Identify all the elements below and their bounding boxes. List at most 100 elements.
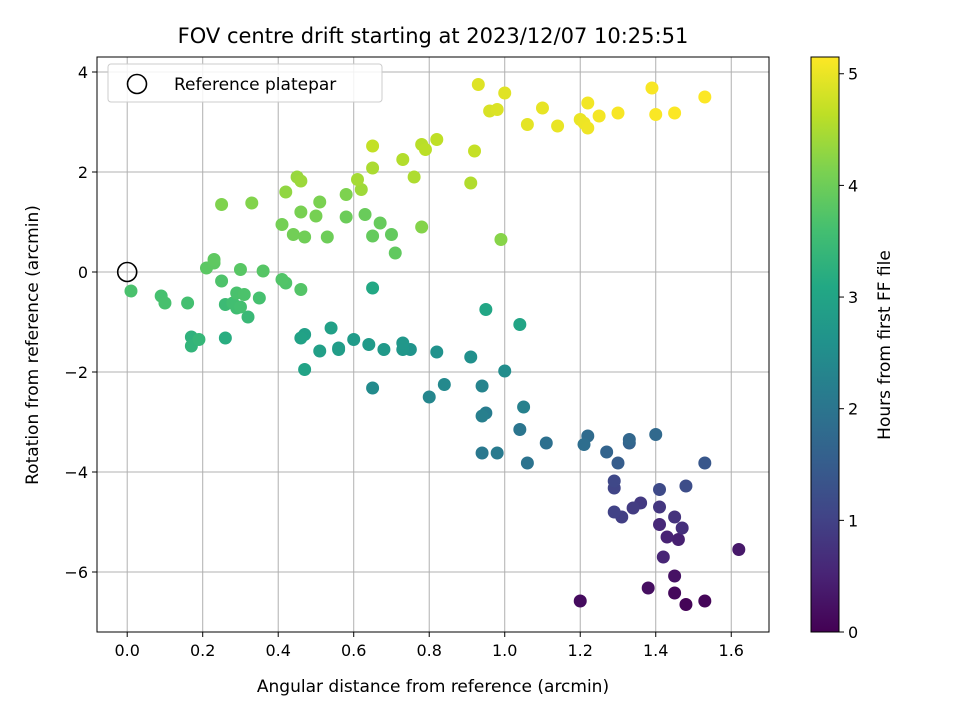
x-tick-label: 0.0 bbox=[114, 641, 139, 660]
data-point bbox=[656, 550, 670, 564]
x-axis-label: Angular distance from reference (arcmin) bbox=[257, 677, 609, 697]
legend: Reference platepar bbox=[107, 63, 383, 103]
data-point bbox=[241, 310, 255, 324]
data-point bbox=[415, 220, 429, 234]
x-tick-label: 0.8 bbox=[416, 641, 441, 660]
legend-box bbox=[107, 63, 383, 103]
data-point bbox=[513, 423, 527, 436]
data-point bbox=[535, 101, 549, 115]
data-point bbox=[418, 143, 432, 156]
data-point bbox=[611, 106, 625, 120]
y-tick-label: −4 bbox=[64, 463, 88, 482]
data-point bbox=[320, 230, 334, 244]
data-point bbox=[649, 428, 663, 441]
data-point bbox=[679, 479, 693, 493]
x-tick-label: 0.2 bbox=[190, 641, 215, 660]
data-point bbox=[279, 185, 293, 199]
data-point bbox=[384, 228, 398, 241]
colorbar-tick-label: 5 bbox=[848, 65, 858, 84]
data-point bbox=[313, 195, 327, 209]
data-point bbox=[362, 338, 376, 351]
data-point bbox=[366, 229, 380, 243]
data-point bbox=[675, 521, 689, 535]
data-point bbox=[581, 121, 595, 135]
data-point bbox=[464, 176, 478, 190]
data-point bbox=[215, 198, 229, 211]
data-point bbox=[471, 78, 485, 91]
y-tick-label: 2 bbox=[78, 163, 88, 182]
chart-title: FOV centre drift starting at 2023/12/07 … bbox=[178, 24, 689, 48]
data-point bbox=[668, 586, 682, 600]
data-point bbox=[430, 345, 444, 359]
data-point bbox=[551, 119, 565, 133]
data-point bbox=[600, 445, 614, 459]
data-point bbox=[520, 456, 534, 470]
data-point bbox=[679, 598, 693, 611]
data-point bbox=[358, 208, 372, 221]
data-point bbox=[517, 400, 531, 414]
data-point bbox=[233, 300, 247, 314]
data-point bbox=[698, 594, 712, 608]
data-point bbox=[294, 205, 308, 219]
data-point bbox=[237, 288, 251, 301]
data-point bbox=[252, 291, 266, 305]
data-point bbox=[275, 273, 289, 286]
data-point bbox=[158, 296, 172, 310]
data-point bbox=[275, 218, 289, 231]
data-point bbox=[388, 246, 402, 260]
data-point bbox=[366, 281, 380, 295]
data-point bbox=[377, 343, 391, 356]
data-point bbox=[354, 183, 368, 196]
colorbar-tick-label: 0 bbox=[848, 623, 858, 642]
data-point bbox=[366, 139, 380, 153]
x-tick-label: 1.0 bbox=[492, 641, 517, 660]
data-point bbox=[294, 174, 308, 188]
scatter-points bbox=[124, 78, 746, 611]
data-point bbox=[475, 379, 489, 393]
data-point bbox=[294, 283, 308, 296]
data-point bbox=[641, 581, 655, 595]
x-axis-ticks: 0.0 0.2 0.4 0.6 0.8 1.0 1.2 1.4 1.6 bbox=[114, 632, 744, 660]
data-point bbox=[396, 336, 410, 350]
data-point bbox=[498, 364, 512, 378]
data-point bbox=[513, 318, 527, 331]
data-point bbox=[490, 446, 504, 460]
plot-area: 0.0 0.2 0.4 0.6 0.8 1.0 1.2 1.4 1.6 −6 −4 −2 0 2 4 Re… bbox=[64, 56, 770, 660]
data-point bbox=[475, 446, 489, 460]
data-point bbox=[668, 569, 682, 583]
grid bbox=[97, 57, 769, 632]
data-point bbox=[437, 378, 451, 391]
data-point bbox=[698, 456, 712, 470]
axes-frame bbox=[96, 56, 770, 633]
y-tick-label: −6 bbox=[64, 563, 88, 582]
data-point bbox=[498, 86, 512, 100]
data-point bbox=[422, 390, 436, 404]
data-point bbox=[668, 106, 682, 120]
data-point bbox=[350, 173, 364, 186]
data-point bbox=[622, 433, 636, 446]
x-tick-label: 1.4 bbox=[643, 641, 668, 660]
x-tick-label: 1.2 bbox=[568, 641, 593, 660]
data-point bbox=[464, 350, 478, 364]
data-point bbox=[581, 96, 595, 110]
data-point bbox=[653, 518, 667, 531]
colorbar-tick-label: 4 bbox=[848, 176, 858, 195]
data-point bbox=[490, 103, 504, 116]
data-point bbox=[732, 543, 746, 556]
data-point bbox=[332, 343, 346, 356]
data-point bbox=[698, 90, 712, 104]
data-point bbox=[298, 230, 312, 244]
y-axis-label: Rotation from reference (arcmin) bbox=[23, 205, 43, 485]
data-point bbox=[520, 118, 534, 131]
data-point bbox=[475, 409, 489, 423]
x-tick-label: 1.6 bbox=[719, 641, 744, 660]
legend-reference-marker-icon bbox=[126, 73, 148, 95]
data-point bbox=[653, 500, 667, 514]
data-point bbox=[218, 331, 232, 345]
data-point bbox=[577, 438, 591, 451]
reference-platepar-marker bbox=[116, 261, 138, 283]
colorbar-tick-label: 3 bbox=[848, 288, 858, 307]
data-point bbox=[407, 170, 421, 184]
data-point bbox=[494, 233, 508, 246]
